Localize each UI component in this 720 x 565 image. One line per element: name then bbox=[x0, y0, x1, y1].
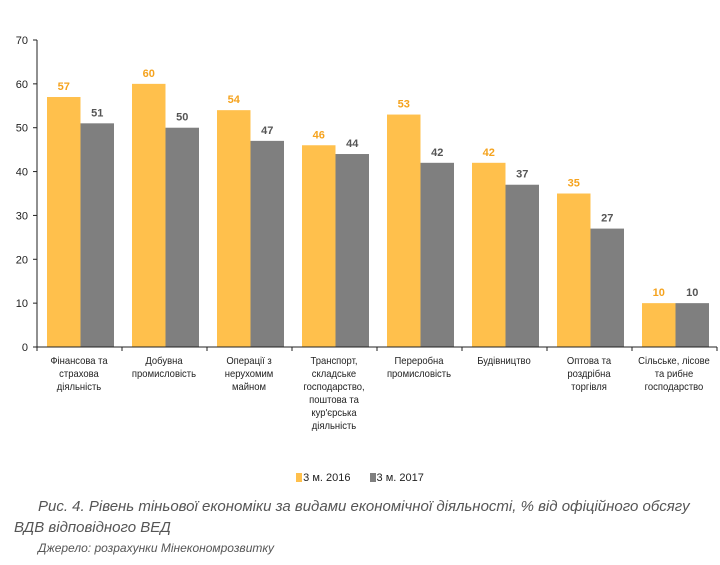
bar-2016 bbox=[217, 110, 251, 348]
bar-2016 bbox=[132, 83, 166, 347]
data-label: 46 bbox=[313, 129, 325, 141]
bar-2016 bbox=[302, 145, 336, 347]
legend-swatch-2016 bbox=[296, 473, 303, 482]
y-tick-label: 0 bbox=[22, 342, 28, 354]
bar-2017 bbox=[675, 303, 709, 347]
bar-2017 bbox=[250, 140, 284, 347]
legend-label-2016: 3 м. 2016 bbox=[303, 472, 351, 484]
bar-chart: 0 10 20 30 40 50 60 70 57 51 60 50 54 47 46 44 53 42 42 37 3… bbox=[16, 35, 718, 354]
figure-caption: Рис. 4. Рівень тіньової економіки за вид… bbox=[14, 498, 690, 536]
data-label: 10 bbox=[653, 287, 665, 299]
data-label: 51 bbox=[91, 107, 103, 119]
legend: 3 м. 2016 3 м. 2017 bbox=[0, 472, 720, 484]
data-label: 42 bbox=[483, 147, 495, 159]
data-label: 50 bbox=[176, 112, 188, 124]
x-category-label: Будівництво bbox=[477, 355, 531, 367]
bar-2016 bbox=[387, 114, 421, 347]
bar-2016 bbox=[47, 97, 81, 347]
data-label: 47 bbox=[261, 125, 273, 137]
bar-2016 bbox=[642, 303, 676, 347]
y-tick-label: 10 bbox=[16, 298, 28, 310]
bar-2016 bbox=[557, 193, 591, 347]
data-label: 54 bbox=[228, 94, 241, 106]
bar-2017 bbox=[335, 154, 369, 347]
data-label: 10 bbox=[686, 287, 698, 299]
data-label: 44 bbox=[346, 138, 359, 150]
y-tick-label: 30 bbox=[16, 210, 28, 222]
y-tick-label: 50 bbox=[16, 123, 28, 135]
legend-label-2017: 3 м. 2017 bbox=[376, 472, 424, 484]
data-label: 27 bbox=[601, 213, 613, 225]
y-tick-label: 40 bbox=[16, 167, 28, 179]
y-tick-label: 20 bbox=[16, 254, 28, 266]
source-note: Джерело: розрахунки Мінекономрозвитку bbox=[38, 541, 275, 555]
data-label: 37 bbox=[516, 169, 528, 181]
bar-2017 bbox=[505, 184, 539, 347]
legend-item-2017: 3 м. 2017 bbox=[369, 472, 424, 484]
y-tick-label: 70 bbox=[16, 35, 28, 47]
x-category-label: Фінансова та страхова діяльність bbox=[50, 355, 108, 393]
bar-2017 bbox=[165, 127, 199, 347]
x-category-label: Операції з нерухомим майном bbox=[224, 355, 274, 393]
bar-2017 bbox=[590, 228, 624, 347]
legend-swatch-2017 bbox=[369, 473, 376, 482]
data-label: 42 bbox=[431, 147, 443, 159]
data-label: 60 bbox=[143, 68, 155, 80]
x-category-label: Транспорт, складське господарство, поштова … bbox=[303, 355, 365, 432]
data-label: 57 bbox=[58, 81, 70, 93]
bar-2016 bbox=[472, 162, 506, 347]
x-category-label: Оптова та роздрібна торгівля bbox=[566, 355, 612, 393]
data-label: 53 bbox=[398, 99, 410, 111]
x-category-label: Сільське, лісове та рибне господарство bbox=[638, 355, 710, 393]
x-category-label: Переробна промисловість bbox=[386, 355, 452, 380]
legend-item-2016: 3 м. 2016 bbox=[296, 472, 350, 484]
y-tick-label: 60 bbox=[16, 79, 28, 91]
bar-2017 bbox=[420, 162, 454, 347]
data-label: 35 bbox=[568, 178, 580, 190]
bar-2017 bbox=[80, 123, 114, 347]
x-category-label: Добувна промисловість bbox=[131, 355, 197, 380]
